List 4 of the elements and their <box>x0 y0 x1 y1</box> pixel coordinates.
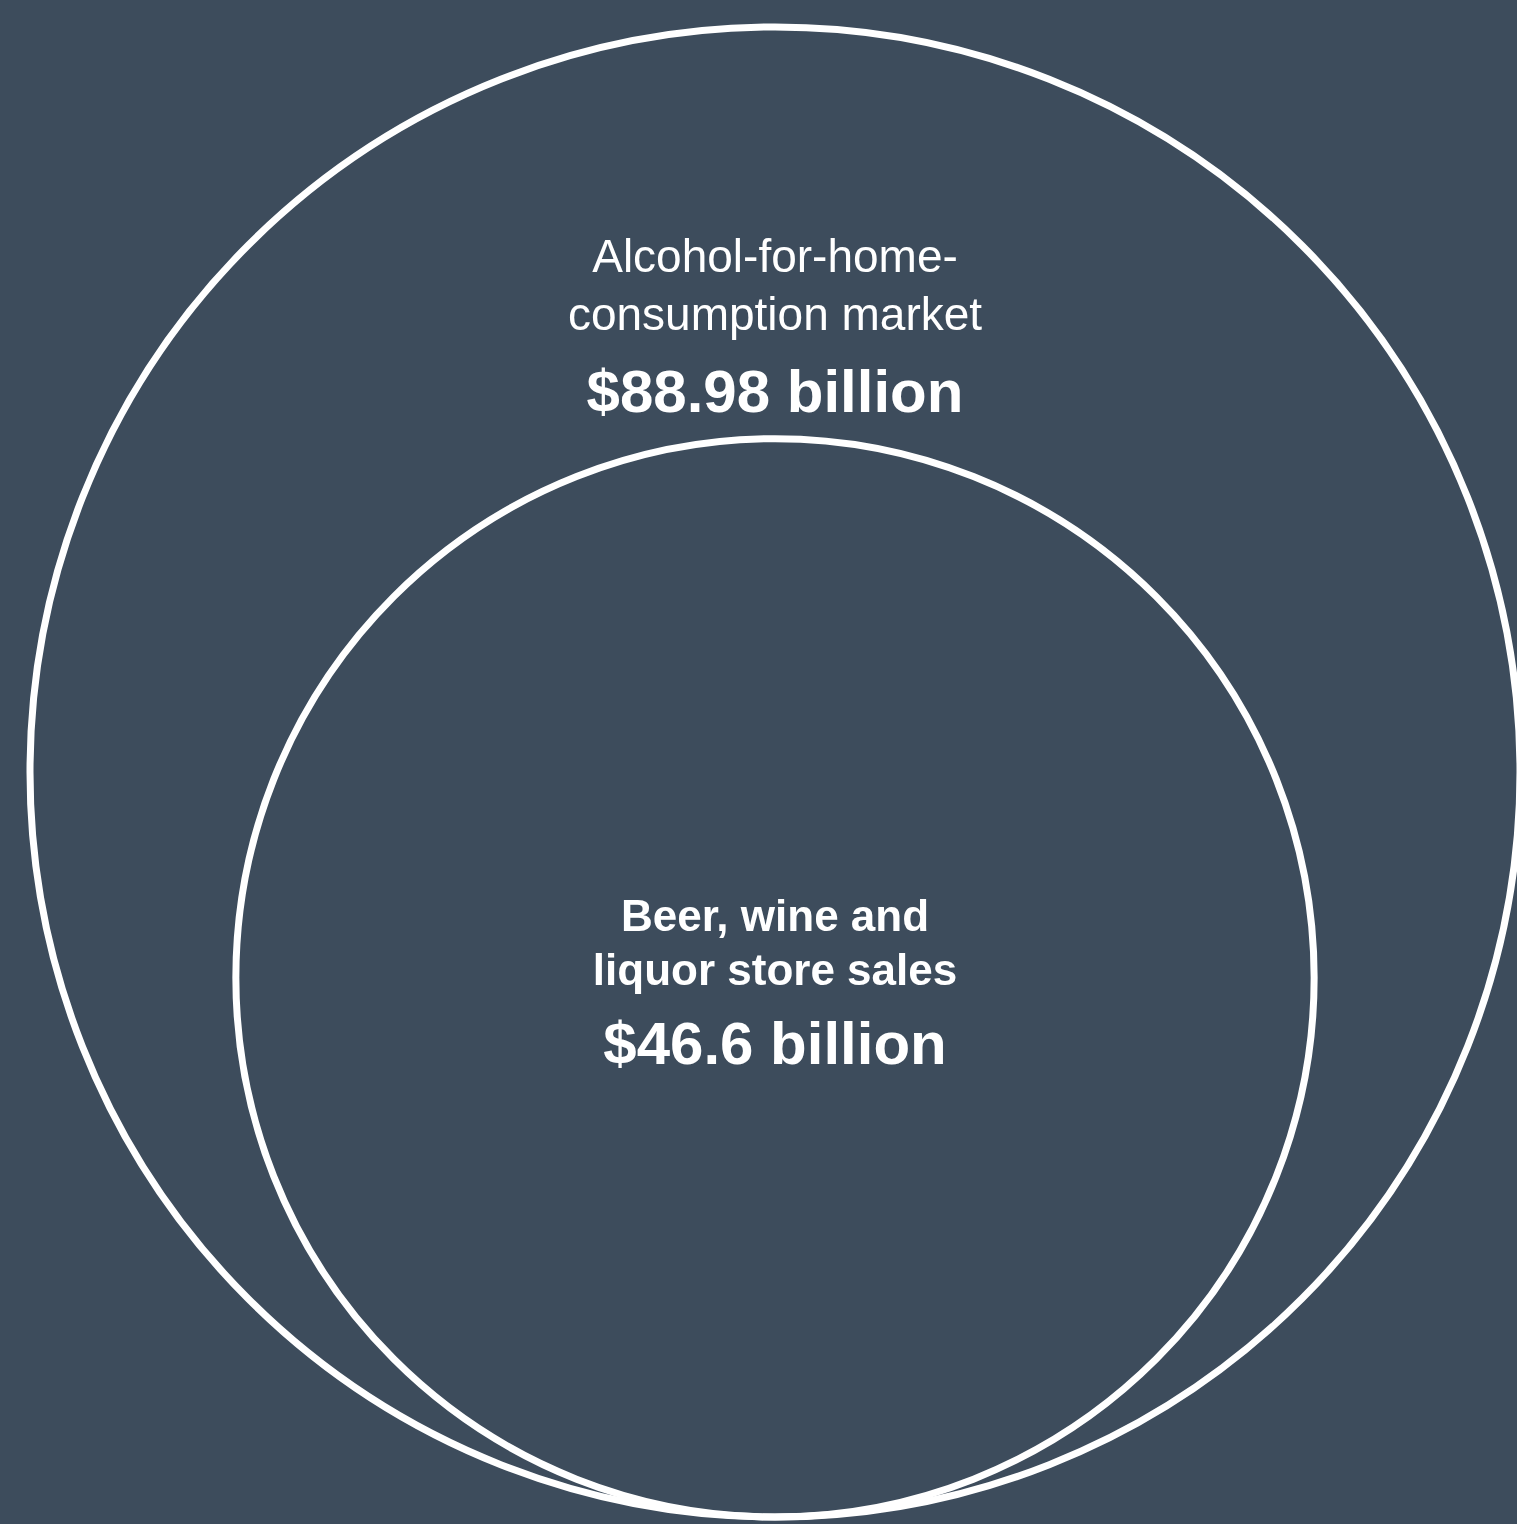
data-label: $88.98 billion <box>586 357 964 425</box>
category-label: Beer, wine and liquor store sales <box>592 890 958 994</box>
category-label: Alcohol-for-home-consumption market <box>567 229 983 340</box>
data-label: $46.6 billion <box>603 1009 947 1077</box>
